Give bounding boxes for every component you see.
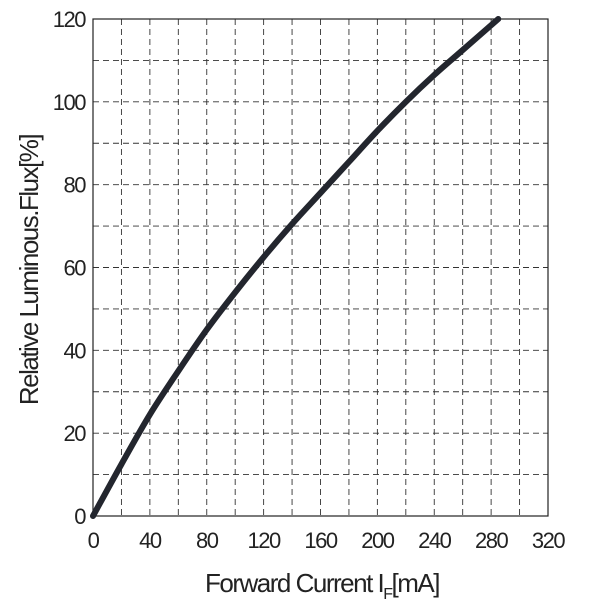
y-axis-label: Relative Luminous.Flux[%] — [14, 135, 44, 406]
series-line — [90, 16, 502, 519]
x-axis-label-subscript: F — [383, 586, 393, 603]
series-lines — [90, 16, 502, 519]
x-tick-labels: 0 40 80 120 160 200 240 280 320 — [88, 528, 567, 553]
x-axis-label-unit: [mA] — [392, 568, 440, 598]
y-tick-label: 20 — [64, 421, 87, 446]
y-tick-label: 0 — [74, 504, 86, 529]
x-tick-label: 0 — [88, 528, 100, 553]
x-tick-label: 320 — [532, 528, 565, 553]
x-axis-label-main: Forward Current I — [205, 568, 383, 598]
x-axis-label: Forward Current IF[mA] — [205, 568, 439, 603]
x-tick-label: 120 — [248, 528, 281, 553]
plot-frame — [92, 18, 549, 517]
x-tick-label: 160 — [304, 528, 337, 553]
x-tick-label: 40 — [139, 528, 162, 553]
x-tick-label: 200 — [361, 528, 394, 553]
y-tick-label: 80 — [64, 173, 87, 198]
grid — [93, 19, 548, 516]
x-tick-label: 80 — [196, 528, 219, 553]
y-tick-label: 100 — [53, 90, 86, 115]
y-tick-label: 60 — [64, 256, 87, 281]
x-tick-label: 280 — [475, 528, 508, 553]
y-tick-label: 120 — [53, 7, 86, 32]
x-tick-label: 240 — [418, 528, 451, 553]
y-tick-label: 40 — [64, 338, 87, 363]
y-tick-labels: 0 20 40 60 80 100 120 — [53, 7, 88, 529]
